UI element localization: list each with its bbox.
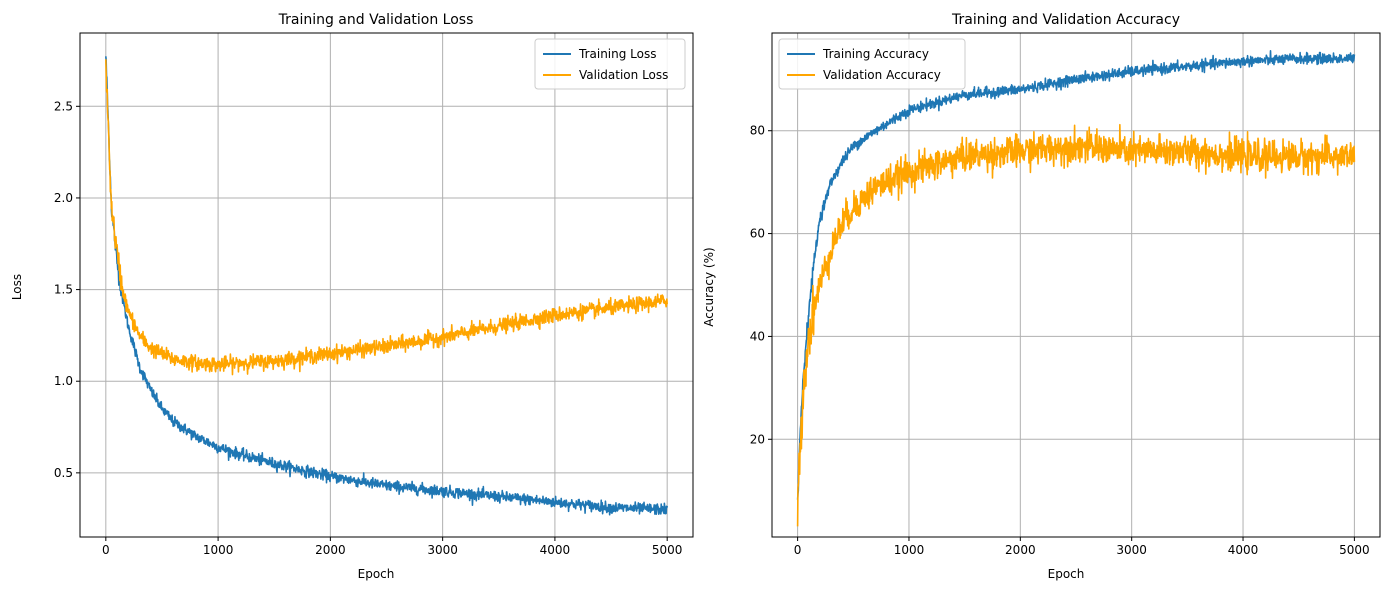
accuracy-x-axis-label: Epoch (1048, 567, 1085, 581)
accuracy-series (796, 50, 1356, 527)
accuracy-y-tick-label: 20 (750, 432, 765, 446)
accuracy-x-tick-label: 4000 (1228, 543, 1259, 557)
loss-x-tick-label: 2000 (315, 543, 346, 557)
loss-legend-box (534, 38, 686, 90)
loss-x-tick-label: 4000 (540, 543, 571, 557)
accuracy-x-tick-label: 0 (794, 543, 802, 557)
loss-x-tick-label: 5000 (652, 543, 683, 557)
accuracy-legend-label-validation: Validation Accuracy (823, 68, 941, 82)
accuracy-y-tick-label: 40 (750, 329, 765, 343)
loss-ticks: 0 1000 2000 3000 4000 5000 0.5 1.0 1.5 2.0 2.5 (54, 99, 683, 557)
accuracy-y-tick-label: 80 (750, 124, 765, 138)
loss-chart-title: Training and Validation Loss (278, 12, 474, 28)
accuracy-y-axis-label: Accuracy (%) (702, 247, 716, 326)
loss-plot-frame (79, 32, 694, 538)
loss-series (105, 56, 668, 516)
loss-y-tick-label: 1.5 (54, 283, 73, 297)
loss-legend: Training Loss Validation Loss (534, 38, 686, 90)
loss-y-tick-label: 2.0 (54, 191, 73, 205)
loss-legend-label-training: Training Loss (578, 47, 656, 61)
accuracy-x-tick-label: 3000 (1116, 543, 1147, 557)
accuracy-ticks: 0 1000 2000 3000 4000 5000 20 40 60 80 (750, 124, 1370, 557)
accuracy-x-tick-label: 5000 (1339, 543, 1370, 557)
accuracy-series-line-validation (796, 123, 1356, 527)
accuracy-legend-label-training: Training Accuracy (822, 47, 929, 61)
loss-series-line-validation (105, 59, 668, 376)
loss-y-tick-label: 2.5 (54, 99, 73, 113)
accuracy-x-tick-label: 2000 (1005, 543, 1036, 557)
loss-x-tick-label: 0 (102, 543, 110, 557)
accuracy-chart: Training and Validation Accuracy Epoch A… (702, 12, 1381, 581)
loss-y-tick-label: 0.5 (54, 466, 73, 480)
loss-x-axis-label: Epoch (358, 567, 395, 581)
loss-y-tick-label: 1.0 (54, 374, 73, 388)
accuracy-legend: Training Accuracy Validation Accuracy (778, 38, 966, 90)
accuracy-legend-box (778, 38, 966, 90)
loss-series-line-training (105, 56, 668, 516)
loss-legend-label-validation: Validation Loss (579, 68, 668, 82)
loss-grid (80, 33, 693, 537)
loss-chart: Training and Validation Loss Epoch Loss … (10, 12, 694, 581)
loss-x-tick-label: 3000 (427, 543, 458, 557)
accuracy-grid (772, 33, 1380, 537)
accuracy-chart-title: Training and Validation Accuracy (951, 12, 1180, 28)
accuracy-series-line-training (796, 50, 1356, 500)
accuracy-y-tick-label: 60 (750, 227, 765, 241)
accuracy-plot-frame (771, 32, 1381, 538)
loss-y-axis-label: Loss (10, 274, 24, 300)
accuracy-x-tick-label: 1000 (894, 543, 925, 557)
loss-x-tick-label: 1000 (203, 543, 234, 557)
